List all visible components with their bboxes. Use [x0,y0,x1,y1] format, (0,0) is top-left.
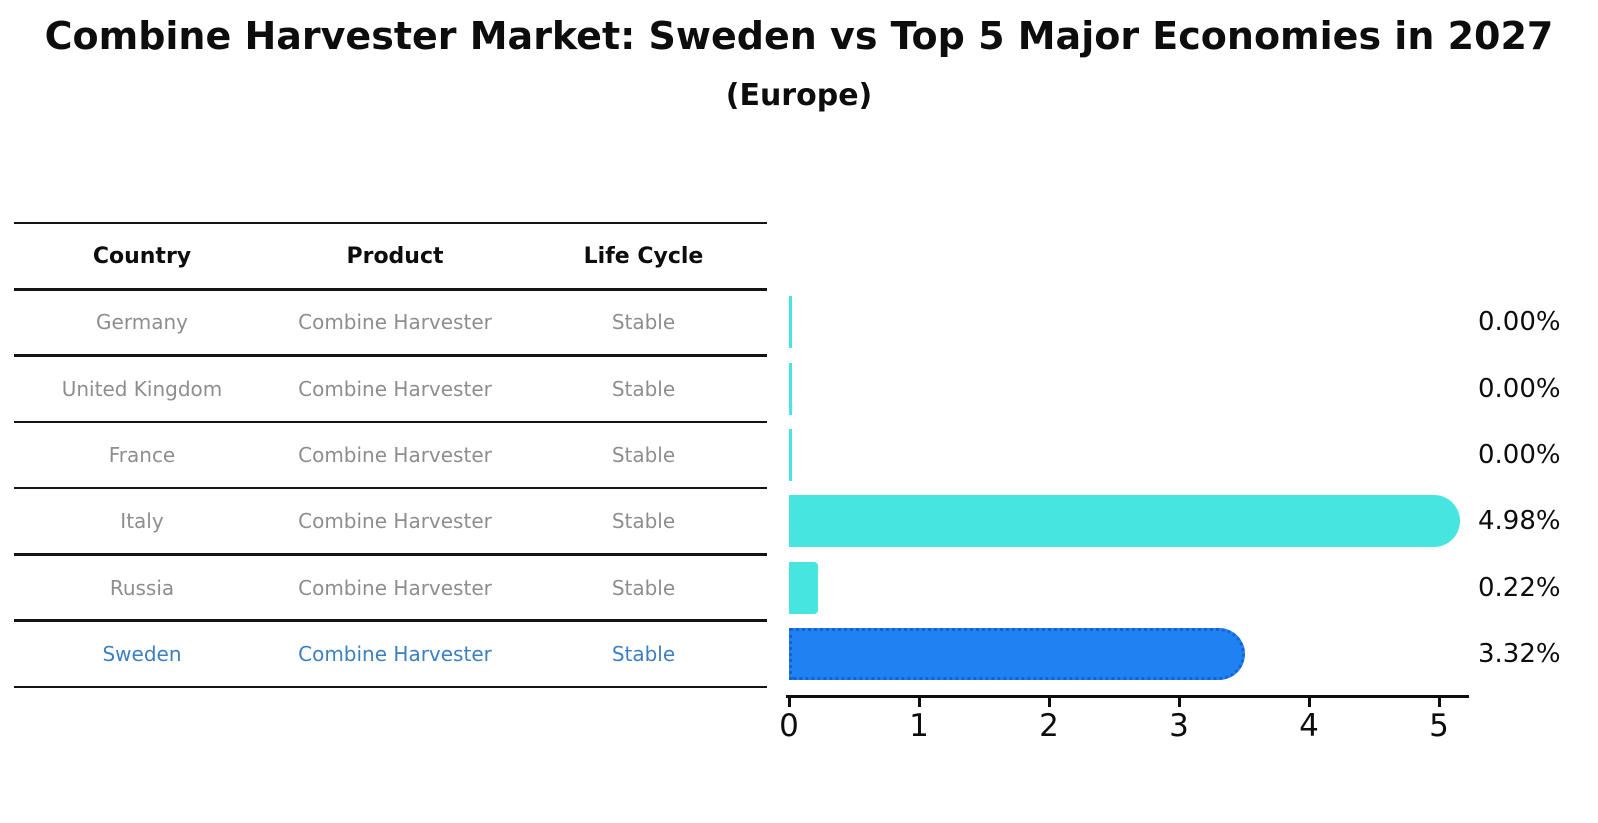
value-label: 4.98% [1478,506,1561,537]
table-row: Germany Combine Harvester Stable [14,289,767,355]
table-row: France Combine Harvester Stable [14,422,767,488]
table-rule [14,420,767,424]
table-rule [14,553,767,556]
column-header: Product [346,243,444,269]
table-row: Italy Combine Harvester Stable [14,488,767,554]
x-axis-tick-label: 3 [1169,708,1189,744]
country-cell: France [108,443,176,467]
x-axis-tick-label: 2 [1039,708,1059,744]
table-row: Sweden Combine Harvester Stable [14,621,767,687]
table-header-row: Country Product Life Cycle [14,223,767,289]
country-cell: Germany [96,310,188,335]
x-axis-tick-label: 0 [779,708,799,744]
value-label: 3.32% [1478,638,1561,669]
table-rule [14,288,767,291]
bar-russia [789,561,818,614]
product-cell: Combine Harvester [298,310,492,335]
chart-subtitle: (Europe) [725,78,873,113]
product-cell: Combine Harvester [298,376,492,401]
life-cycle-cell: Stable [611,641,676,666]
x-axis-tick [1307,698,1311,707]
table-row: Russia Combine Harvester Stable [14,554,767,620]
x-axis-tick [1177,698,1181,707]
product-cell: Combine Harvester [298,443,492,467]
life-cycle-cell: Stable [611,509,676,534]
country-cell: United Kingdom [61,376,223,401]
bar-germany [789,296,792,349]
life-cycle-cell: Stable [611,575,676,600]
product-cell: Combine Harvester [298,575,492,600]
x-axis-tick [1047,698,1051,707]
country-cell: Italy [120,509,164,534]
life-cycle-cell: Stable [611,443,676,467]
table-rule [14,619,767,622]
x-axis-tick [787,698,791,707]
bar-france [789,429,792,481]
x-axis-tick-label: 4 [1299,708,1319,744]
chart-title: Combine Harvester Market: Sweden vs Top … [44,14,1554,58]
x-axis-tick-label: 5 [1429,708,1449,744]
table-rule [14,221,767,225]
x-axis-line [786,695,1469,698]
country-cell: Russia [109,575,175,600]
life-cycle-cell: Stable [611,310,676,335]
value-label: 0.00% [1478,440,1561,470]
value-label: 0.00% [1478,307,1561,338]
x-axis-tick [917,698,921,707]
column-header: Country [92,243,192,269]
table-rule [14,354,767,357]
product-cell: Combine Harvester [298,641,492,666]
table-rule [14,685,767,689]
x-axis-tick-label: 1 [909,708,929,744]
data-table: Country Product Life Cycle Germany Combine H… [14,221,767,689]
bar-italy [789,495,1461,548]
country-cell: Sweden [102,641,182,666]
bar-highlight-sweden [789,627,1245,680]
value-label: 0.22% [1478,572,1561,603]
value-label: 0.00% [1478,373,1561,404]
table-rule [14,486,767,490]
product-cell: Combine Harvester [298,509,492,534]
table-row: United Kingdom Combine Harvester Stable [14,356,767,422]
life-cycle-cell: Stable [611,376,676,401]
x-axis-tick [1437,698,1441,707]
bar-united-kingdom [789,362,792,415]
column-header: Life Cycle [583,243,704,269]
